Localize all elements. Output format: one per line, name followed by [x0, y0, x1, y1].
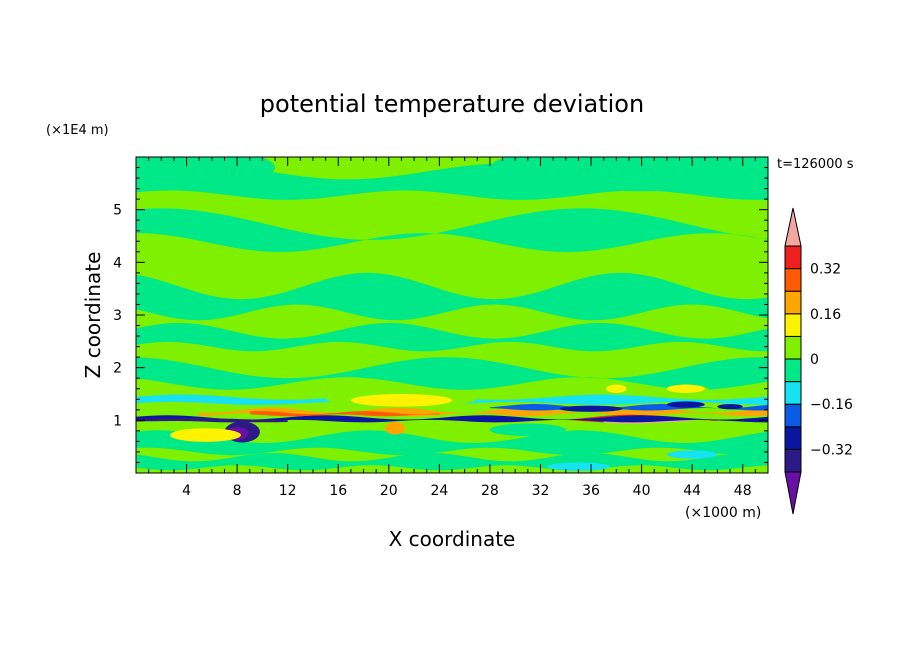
- contour-blob-8: [136, 157, 276, 186]
- x-axis-label: X coordinate: [389, 527, 516, 551]
- colorbar-swatch: [784, 426, 802, 450]
- colorbar-tick-label: 0: [810, 352, 819, 368]
- y-tick-label: 1: [113, 413, 122, 429]
- x-tick-label: 40: [633, 483, 651, 499]
- x-tick-label: 28: [481, 483, 499, 499]
- contour-band-19: [136, 418, 288, 423]
- contour-band-15: [249, 411, 440, 417]
- colorbar-swatch: [784, 448, 802, 473]
- contour-band-20: [489, 404, 768, 411]
- contour-band-5: [136, 430, 768, 456]
- y-tick-label: 4: [113, 255, 122, 271]
- contour-field: [136, 157, 768, 473]
- y-tick-label: 3: [113, 308, 122, 324]
- y-tick-label: 5: [113, 203, 122, 219]
- x-tick-label: 44: [683, 483, 701, 499]
- contour-blob-21: [559, 405, 623, 412]
- x-units-label: (×1000 m): [685, 505, 761, 521]
- contour-band-4: [136, 357, 768, 390]
- x-tick-label: 4: [182, 483, 191, 499]
- colorbar-tick-label: −0.32: [810, 442, 853, 458]
- contour-blob-28: [489, 423, 566, 437]
- x-tick-label: 24: [430, 483, 448, 499]
- x-tick-label: 32: [532, 483, 550, 499]
- chart-title: potential temperature deviation: [260, 90, 644, 118]
- contour-band-6: [136, 453, 768, 471]
- y-tick-label: 2: [113, 361, 122, 377]
- contour-band-1: [136, 208, 768, 253]
- contour-blob-13: [606, 384, 627, 393]
- contour-blob-22: [666, 401, 705, 408]
- x-tick-label: 8: [233, 483, 242, 499]
- contour-band-3: [136, 322, 768, 352]
- contour-blob-29: [546, 462, 611, 471]
- colorbar-swatch: [784, 268, 802, 292]
- contour-blob-11: [350, 394, 452, 407]
- colorbar-swatch: [784, 381, 802, 405]
- contour-blob-31: [666, 384, 705, 393]
- y-units-label: (×1E4 m): [46, 123, 109, 138]
- x-tick-label: 12: [279, 483, 297, 499]
- colorbar-tick-label: 0.32: [810, 262, 841, 278]
- time-label: t=126000 s: [777, 157, 854, 172]
- colorbar-swatch: [784, 245, 802, 270]
- colorbar-tick-label: 0.16: [810, 307, 841, 323]
- contour-blob-7: [489, 157, 768, 192]
- colorbar-swatch: [784, 313, 802, 337]
- contour-blob-26: [170, 428, 241, 442]
- colorbar-swatch: [784, 335, 802, 360]
- colorbar-over-arrow: [784, 207, 802, 247]
- x-tick-label: 20: [380, 483, 398, 499]
- contour-band-18: [136, 415, 768, 423]
- contour-band-0: [136, 163, 768, 200]
- contour-band-14: [199, 407, 768, 417]
- contour-blob-30: [666, 450, 718, 459]
- x-tick-label: 48: [734, 483, 752, 499]
- colorbar-swatch: [784, 290, 802, 315]
- x-axis: 4 8 12 16 20 24 28 32 36 40 44 48: [148, 157, 756, 499]
- colorbar-swatch: [784, 358, 802, 383]
- colorbar-under-arrow: [784, 471, 802, 515]
- x-tick-label: 36: [582, 483, 600, 499]
- contour-blob-23: [717, 404, 743, 410]
- x-tick-label: 16: [329, 483, 347, 499]
- contour-blob-27: [385, 421, 406, 435]
- contour-band-2: [136, 272, 768, 321]
- colorbar-swatch: [784, 403, 802, 428]
- y-axis-label: Z coordinate: [81, 252, 105, 379]
- colorbar: −0.32 −0.16 0 0.16 0.32: [784, 207, 853, 515]
- y-axis: 1 2 3 4 5: [113, 167, 768, 463]
- colorbar-tick-label: −0.16: [810, 397, 853, 413]
